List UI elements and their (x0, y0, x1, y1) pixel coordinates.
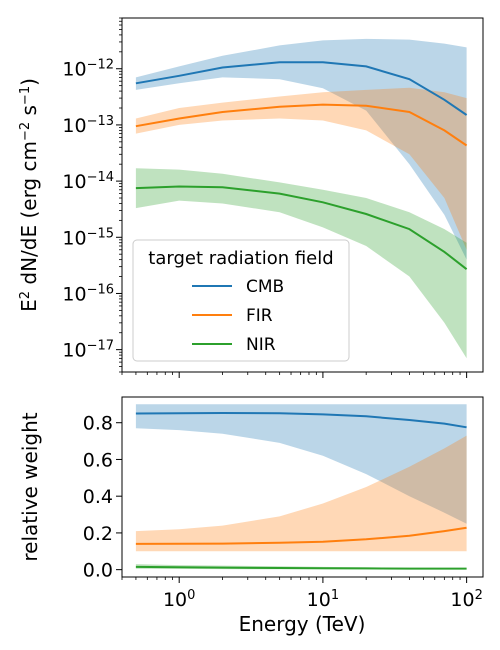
top-confidence-bands (135, 38, 467, 359)
top-y-tick-label: 10−14 (62, 170, 114, 194)
bottom-line-cmb (135, 411, 467, 429)
top-line-nir (135, 185, 468, 270)
bottom-line-nir (135, 565, 467, 570)
top-band-nir (135, 168, 467, 359)
bottom-y-tick-label: 0.6 (83, 449, 113, 471)
legend-label-cmb: CMB (246, 277, 284, 297)
legend: target radiation field CMB FIR NIR (132, 239, 350, 362)
top-band-fir (135, 87, 467, 250)
top-line-fir (135, 103, 468, 147)
legend-box (132, 239, 350, 362)
legend-label-nir: NIR (246, 335, 276, 355)
top-y-tick-label: 10−15 (62, 226, 114, 250)
top-band-cmb (135, 38, 467, 260)
bottom-y-tick-label: 0.0 (83, 560, 113, 582)
top-plot-frame (121, 17, 484, 373)
bottom-y-axis-label: relative weight (18, 412, 42, 561)
bottom-band-fir (135, 435, 467, 552)
top-line-cmb (135, 61, 468, 116)
bottom-y-tick-label: 0.4 (83, 486, 113, 508)
bottom-axis-ticks: 0.0 0.2 0.4 0.6 0.8 100 101 102 (83, 413, 483, 611)
legend-label-fir: FIR (246, 306, 273, 326)
bottom-x-tick-label: 101 (307, 588, 339, 612)
top-y-tick-label: 10−12 (62, 57, 114, 81)
top-panel: 10−12 10−13 10−14 10−15 10−16 10−17 E2 dN/dE … (17, 17, 484, 378)
bottom-y-tick-label: 0.2 (83, 523, 113, 545)
bottom-band-cmb (135, 404, 467, 524)
bottom-y-tick-label: 0.8 (83, 413, 113, 435)
bottom-panel: 0.0 0.2 0.4 0.6 0.8 100 101 102 relative weight… (18, 396, 484, 636)
top-series-lines (135, 61, 468, 270)
top-y-tick-label: 10−17 (62, 338, 114, 362)
top-y-tick-label: 10−13 (62, 113, 114, 137)
bottom-x-tick-label: 100 (163, 588, 195, 612)
bottom-line-fir (135, 526, 467, 545)
bottom-series-lines (135, 411, 467, 570)
top-y-tick-label: 10−16 (62, 282, 114, 306)
bottom-plot-frame (121, 396, 484, 578)
x-axis-label: Energy (TeV) (239, 612, 366, 636)
legend-title: target radiation field (148, 248, 333, 269)
top-axis-ticks: 10−12 10−13 10−14 10−15 10−16 10−17 (62, 17, 468, 378)
top-y-axis-label: E2 dN/dE (erg cm−2 s−1) (17, 78, 41, 312)
bottom-x-tick-label: 102 (450, 588, 482, 612)
